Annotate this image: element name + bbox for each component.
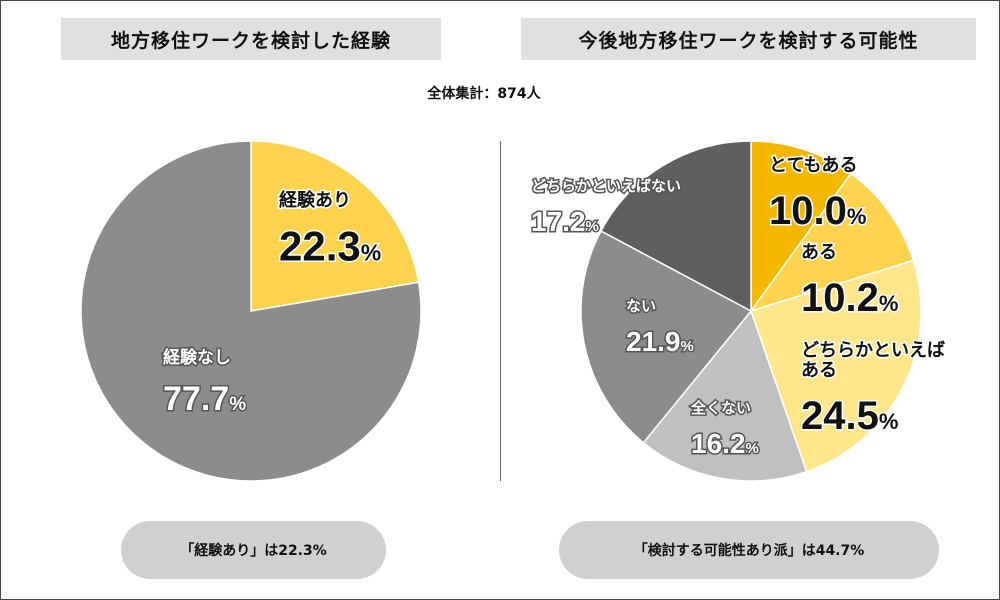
- pie-slice: [599, 140, 752, 313]
- left-chart-title: 地方移住ワークを検討した経験: [61, 18, 441, 60]
- total-count-label: 全体集計：874人: [427, 86, 541, 102]
- slice-label: とてもある: [769, 155, 858, 176]
- slice-label: 経験あり: [279, 189, 351, 211]
- pie-slice: [750, 140, 852, 314]
- slice-label: どちらかといえばない: [531, 177, 681, 195]
- pie-slice: [250, 140, 420, 312]
- left-summary-pill: 「経験あり」は22.3%: [121, 521, 386, 579]
- pie-slice: [750, 259, 922, 473]
- slice-label: どちらかといえば: [801, 340, 945, 361]
- pie-slice: [580, 229, 753, 444]
- slice-label: ない: [626, 297, 656, 315]
- right-chart-title: 今後地方移住ワークを検討する可能性: [521, 18, 976, 60]
- pie-slice: [80, 140, 422, 482]
- pie-left: [80, 140, 422, 482]
- slice-value: 10.0%: [769, 189, 866, 233]
- right-summary-pill: 「検討する可能性あり派」は44.7%: [559, 521, 939, 579]
- slice-label: ある: [801, 360, 837, 381]
- slice-label: ある: [801, 242, 837, 263]
- slice-label: 全くない: [690, 399, 751, 417]
- pie-slice: [642, 309, 808, 482]
- slice-value: 21.9%: [626, 326, 694, 357]
- slice-value: 17.2%: [531, 206, 599, 237]
- divider: [500, 141, 501, 481]
- pie-slice: [749, 172, 915, 313]
- pie-right: [580, 140, 922, 482]
- slice-label: 経験なし: [163, 347, 231, 368]
